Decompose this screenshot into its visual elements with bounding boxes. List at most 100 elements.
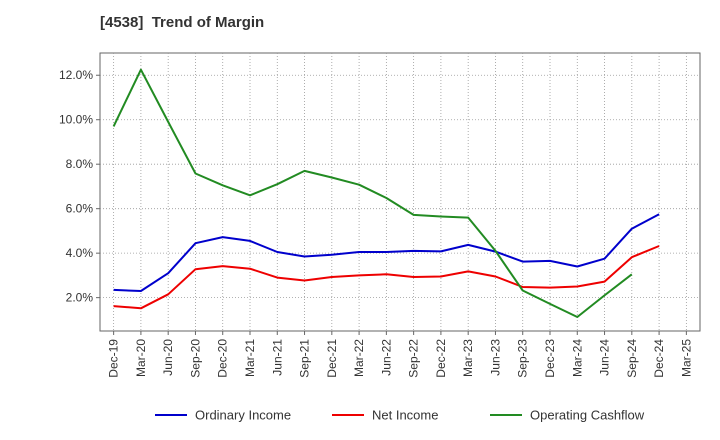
x-tick-label: Mar-25 (679, 339, 693, 377)
data-point-net-income (221, 264, 225, 268)
data-point-ordinary-income (603, 257, 607, 261)
x-tick-label: Mar-24 (570, 339, 584, 377)
data-point-operating-cashflow (303, 169, 307, 173)
x-tick-label: Dec-23 (543, 339, 557, 378)
x-tick-label: Dec-21 (325, 339, 339, 378)
data-point-ordinary-income (139, 289, 143, 293)
y-tick-label: 10.0% (59, 113, 93, 127)
data-point-ordinary-income (439, 249, 443, 253)
data-point-operating-cashflow (630, 272, 634, 276)
legend-item-ordinary-income: Ordinary Income (155, 408, 291, 423)
data-point-operating-cashflow (166, 120, 170, 124)
data-point-ordinary-income (166, 271, 170, 275)
x-tick-label: Mar-22 (352, 339, 366, 377)
data-point-ordinary-income (303, 254, 307, 258)
data-point-net-income (575, 285, 579, 289)
x-tick-label: Jun-22 (379, 339, 393, 376)
data-point-net-income (548, 286, 552, 290)
data-point-ordinary-income (548, 259, 552, 263)
x-tick-label: Jun-20 (161, 339, 175, 376)
data-point-net-income (275, 276, 279, 280)
y-tick-label: 12.0% (59, 68, 93, 82)
data-point-ordinary-income (221, 235, 225, 239)
data-point-ordinary-income (248, 239, 252, 243)
legend-item-operating-cashflow: Operating Cashflow (490, 408, 645, 423)
data-point-ordinary-income (657, 212, 661, 216)
data-point-operating-cashflow (193, 172, 197, 176)
data-point-ordinary-income (384, 250, 388, 254)
data-point-net-income (493, 275, 497, 279)
legend: Ordinary Income Net Income Operating Cashf… (155, 408, 645, 423)
data-point-ordinary-income (630, 227, 634, 231)
legend-item-net-income: Net Income (332, 408, 438, 423)
x-tick-label: Sep-23 (516, 339, 530, 378)
data-point-net-income (139, 306, 143, 310)
x-tick-label: Mar-21 (243, 339, 257, 377)
data-point-operating-cashflow (275, 182, 279, 186)
plot-area (99, 52, 701, 332)
data-point-ordinary-income (575, 265, 579, 269)
data-point-operating-cashflow (248, 193, 252, 197)
data-point-net-income (657, 244, 661, 248)
data-point-operating-cashflow (221, 183, 225, 187)
x-tick-label: Sep-20 (188, 339, 202, 378)
data-point-ordinary-income (357, 250, 361, 254)
x-tick-label: Sep-21 (298, 339, 312, 378)
x-tick-label: Dec-19 (107, 339, 121, 378)
data-point-ordinary-income (412, 249, 416, 253)
data-point-operating-cashflow (521, 289, 525, 293)
data-point-net-income (466, 269, 470, 273)
data-point-operating-cashflow (357, 183, 361, 187)
data-point-net-income (384, 272, 388, 276)
x-tick-label: Jun-24 (598, 339, 612, 376)
data-point-ordinary-income (193, 241, 197, 245)
series-lines (112, 68, 661, 319)
data-point-net-income (330, 275, 334, 279)
data-point-net-income (166, 292, 170, 296)
chart-title: [4538] Trend of Margin (100, 14, 265, 31)
grid (100, 53, 700, 331)
x-tick-label: Jun-21 (270, 339, 284, 376)
series-line-operating-cashflow (112, 68, 633, 318)
series-line-ordinary-income (113, 213, 660, 292)
data-point-operating-cashflow (112, 124, 116, 128)
x-tick-label: Mar-23 (461, 339, 475, 377)
data-point-net-income (193, 267, 197, 271)
data-point-ordinary-income (112, 288, 116, 292)
data-point-net-income (603, 280, 607, 284)
data-point-net-income (439, 275, 443, 279)
data-point-net-income (412, 275, 416, 279)
x-tick-label: Dec-20 (216, 339, 230, 378)
y-tick-label: 4.0% (66, 246, 94, 260)
data-point-ordinary-income (330, 253, 334, 257)
data-point-operating-cashflow (466, 216, 470, 220)
data-point-operating-cashflow (330, 176, 334, 180)
data-point-ordinary-income (521, 260, 525, 264)
data-point-operating-cashflow (439, 214, 443, 218)
series-line-net-income (113, 245, 660, 310)
y-axis-ticks: 2.0% 4.0% 6.0% 8.0% 10.0% 12.0% (59, 68, 100, 305)
x-tick-label: Dec-24 (652, 339, 666, 378)
data-point-ordinary-income (466, 243, 470, 247)
data-point-operating-cashflow (548, 302, 552, 306)
x-axis-ticks: Dec-19 Mar-20 Jun-20 Sep-20 Dec-20 Mar-21 Jun-… (107, 331, 693, 378)
x-tick-label: Sep-22 (407, 339, 421, 378)
data-point-operating-cashflow (575, 315, 579, 319)
data-point-operating-cashflow (493, 249, 497, 253)
data-point-operating-cashflow (412, 213, 416, 217)
y-tick-label: 6.0% (66, 202, 94, 216)
y-tick-label: 8.0% (66, 157, 94, 171)
y-tick-label: 2.0% (66, 291, 94, 305)
legend-label: Net Income (372, 408, 438, 423)
x-tick-label: Dec-22 (434, 339, 448, 378)
data-point-net-income (303, 279, 307, 283)
data-point-operating-cashflow (384, 196, 388, 200)
data-point-ordinary-income (275, 250, 279, 254)
data-point-net-income (112, 304, 116, 308)
legend-label: Operating Cashflow (530, 408, 645, 423)
data-point-operating-cashflow (603, 293, 607, 297)
legend-label: Ordinary Income (195, 408, 291, 423)
data-point-operating-cashflow (139, 68, 143, 72)
x-tick-label: Sep-24 (625, 339, 639, 378)
